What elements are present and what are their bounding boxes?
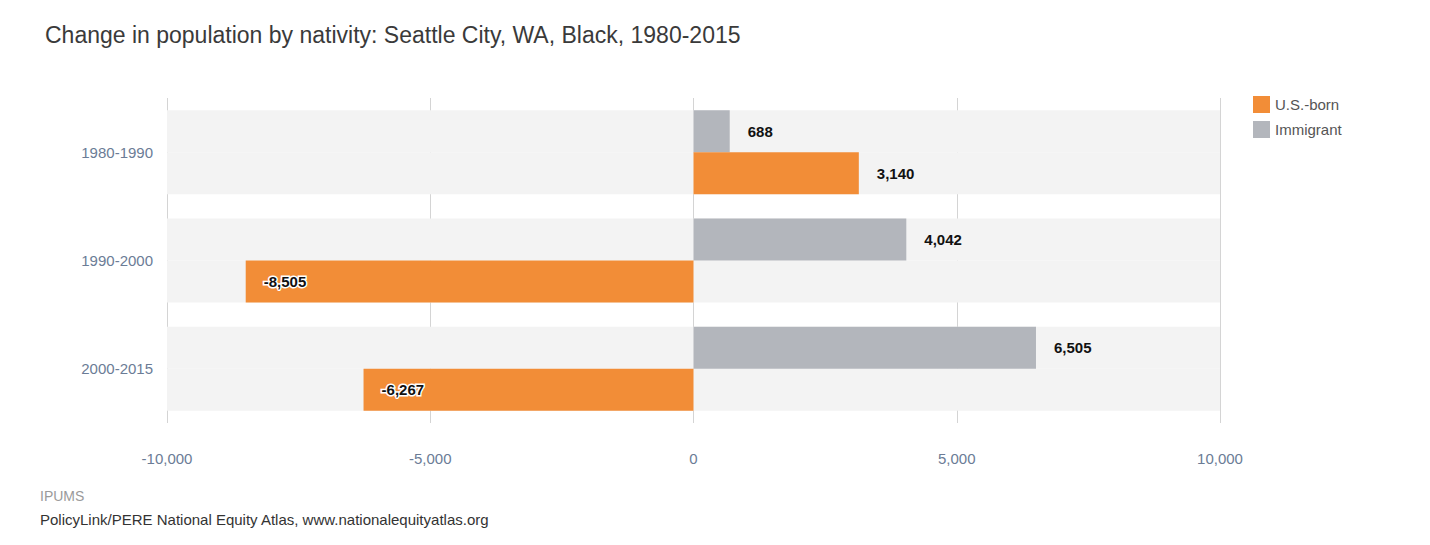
- svg-text:Immigrant: Immigrant: [1275, 121, 1343, 138]
- svg-text:1980-1990: 1980-1990: [81, 144, 153, 161]
- svg-text:2000-2015: 2000-2015: [81, 360, 153, 377]
- svg-text:6,505: 6,505: [1054, 339, 1092, 356]
- svg-text:IPUMS: IPUMS: [40, 488, 84, 504]
- svg-text:-10,000: -10,000: [142, 450, 193, 467]
- svg-text:Change in population by nativi: Change in population by nativity: Seattl…: [45, 22, 741, 48]
- svg-text:4,042: 4,042: [924, 231, 962, 248]
- svg-text:5,000: 5,000: [938, 450, 976, 467]
- svg-text:U.S.-born: U.S.-born: [1275, 96, 1339, 113]
- svg-text:PolicyLink/PERE National Equit: PolicyLink/PERE National Equity Atlas, w…: [40, 511, 489, 528]
- svg-text:10,000: 10,000: [1197, 450, 1243, 467]
- svg-text:-5,000: -5,000: [409, 450, 452, 467]
- svg-text:1990-2000: 1990-2000: [81, 252, 153, 269]
- svg-text:3,140: 3,140: [877, 165, 915, 182]
- svg-text:-8,505: -8,505: [264, 273, 307, 290]
- svg-text:-6,267: -6,267: [382, 381, 425, 398]
- svg-text:688: 688: [748, 123, 773, 140]
- svg-text:0: 0: [689, 450, 697, 467]
